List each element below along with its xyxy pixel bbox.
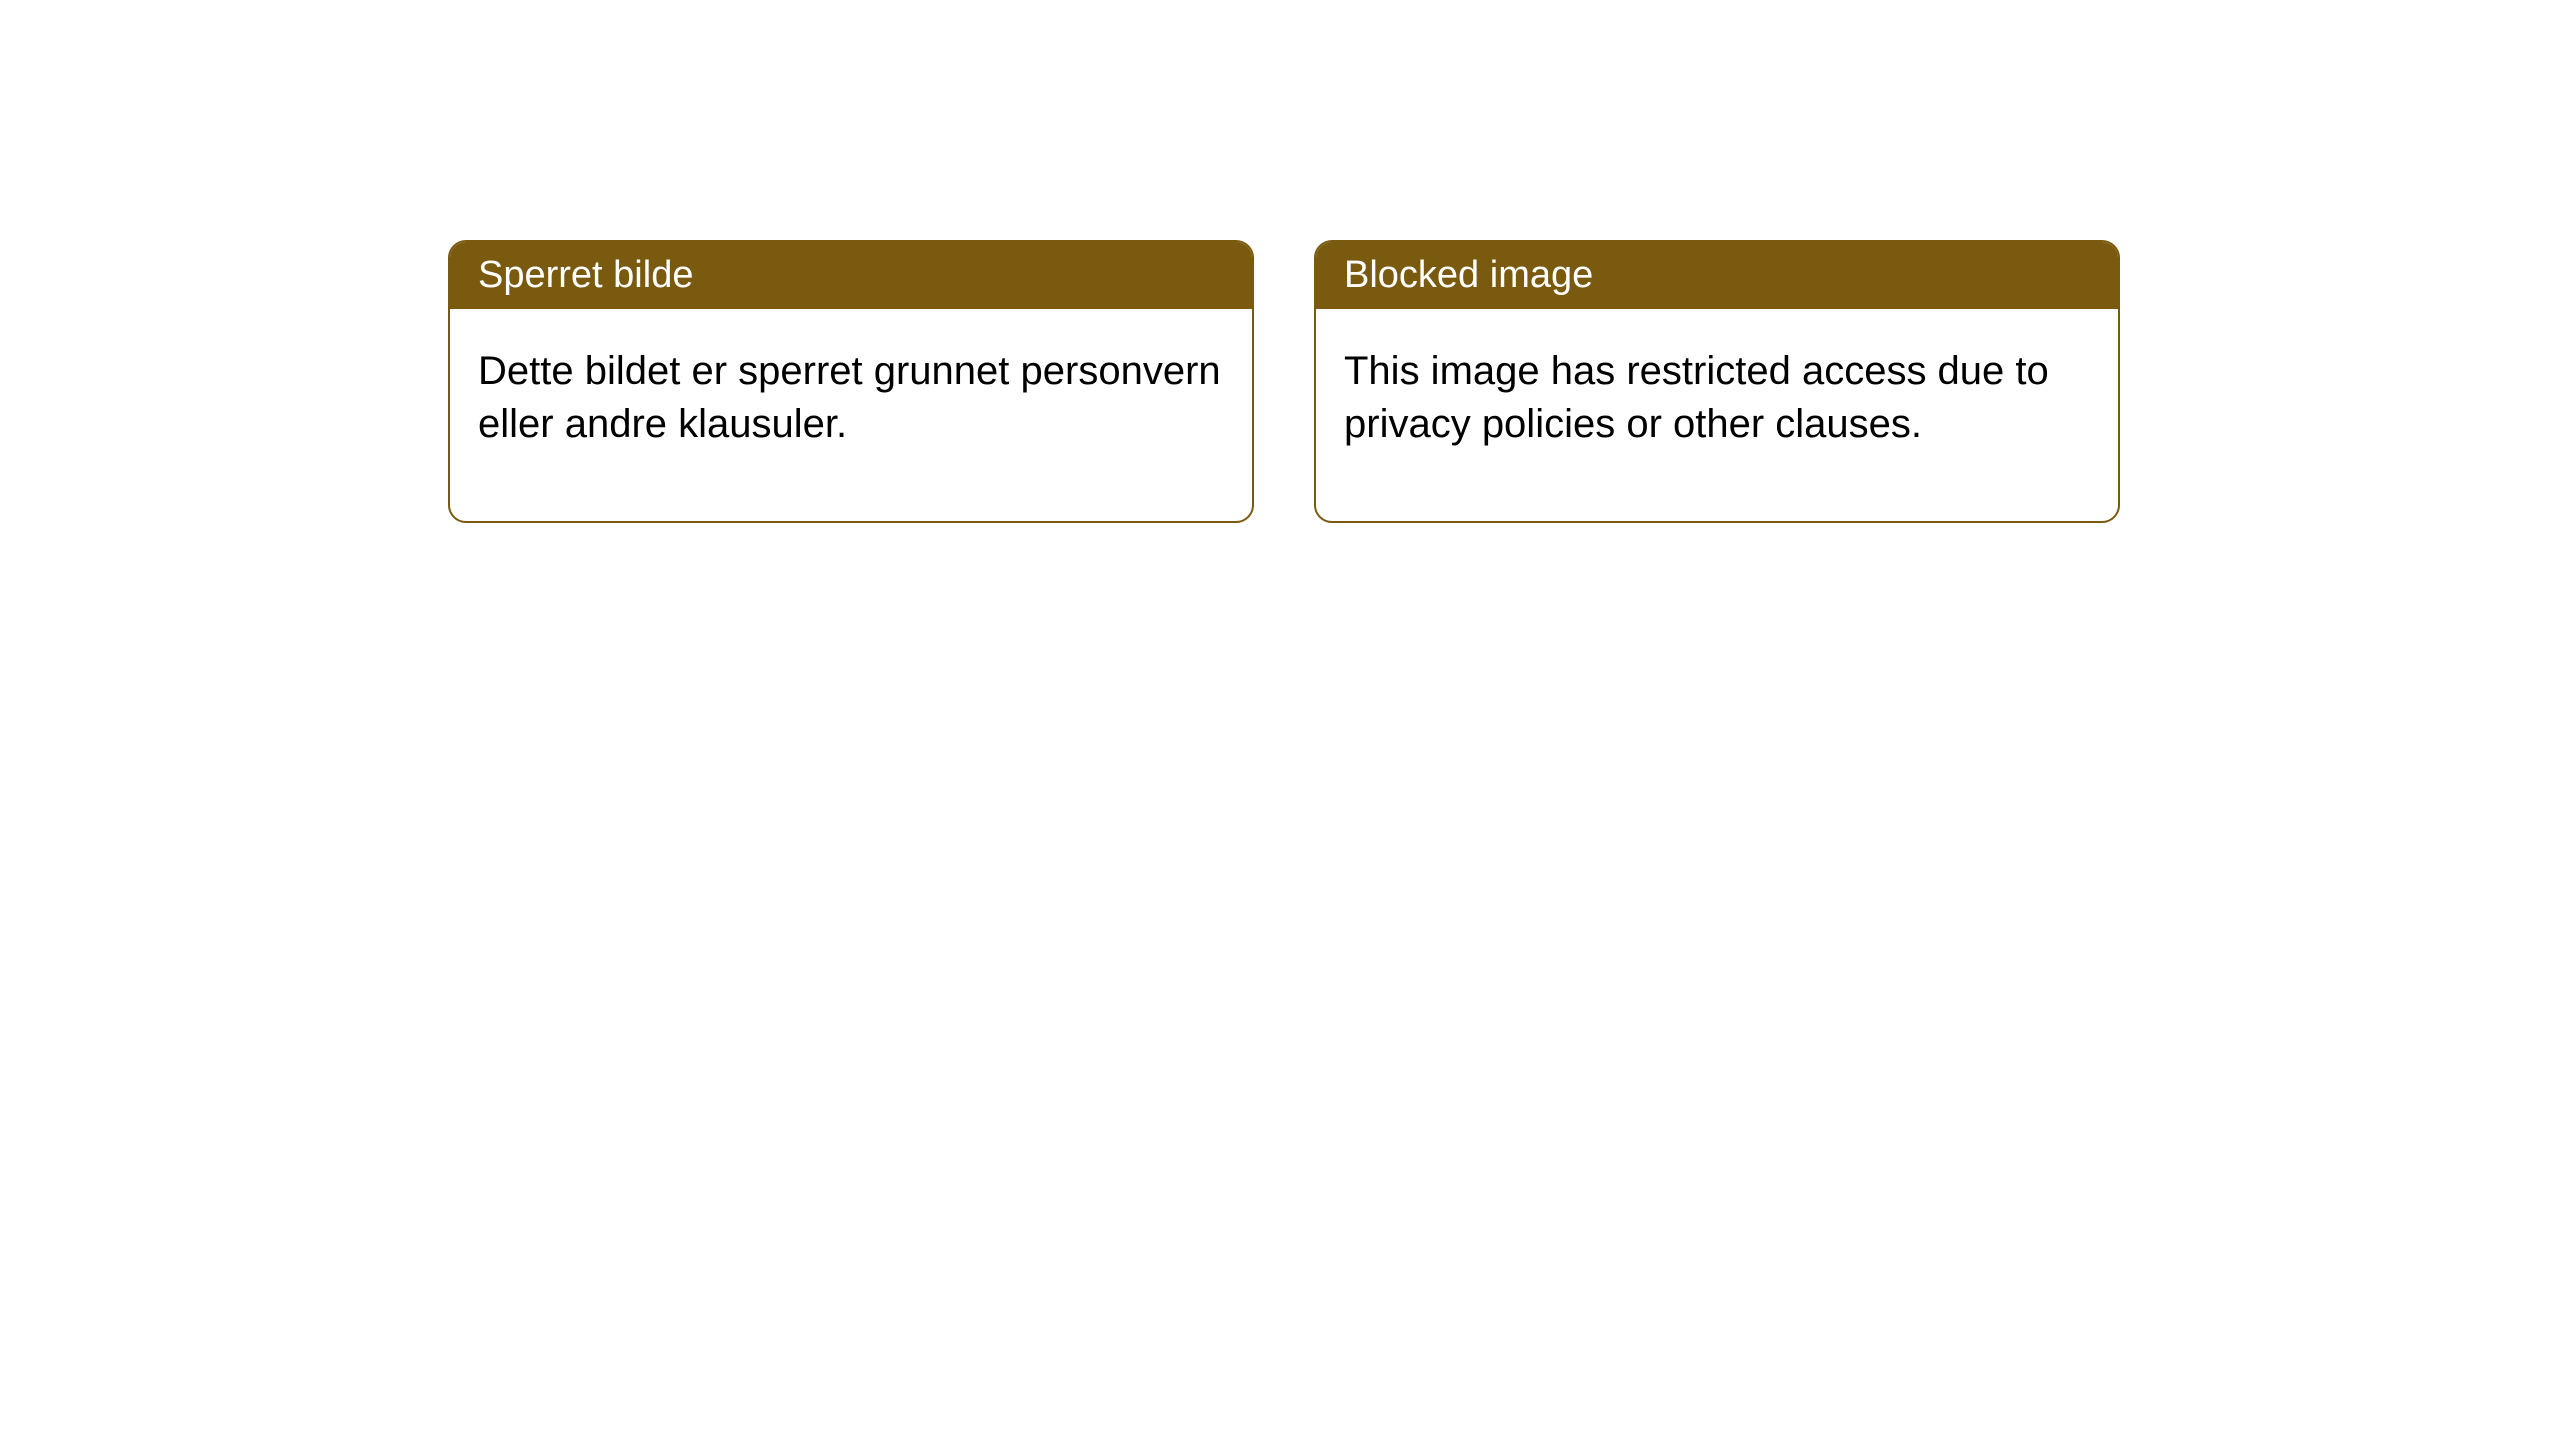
- notice-title-norwegian: Sperret bilde: [450, 242, 1252, 309]
- notice-card-norwegian: Sperret bilde Dette bildet er sperret gr…: [448, 240, 1254, 523]
- notice-card-english: Blocked image This image has restricted …: [1314, 240, 2120, 523]
- notice-title-english: Blocked image: [1316, 242, 2118, 309]
- notice-body-norwegian: Dette bildet er sperret grunnet personve…: [450, 309, 1252, 521]
- notice-body-english: This image has restricted access due to …: [1316, 309, 2118, 521]
- notice-container: Sperret bilde Dette bildet er sperret gr…: [0, 0, 2560, 523]
